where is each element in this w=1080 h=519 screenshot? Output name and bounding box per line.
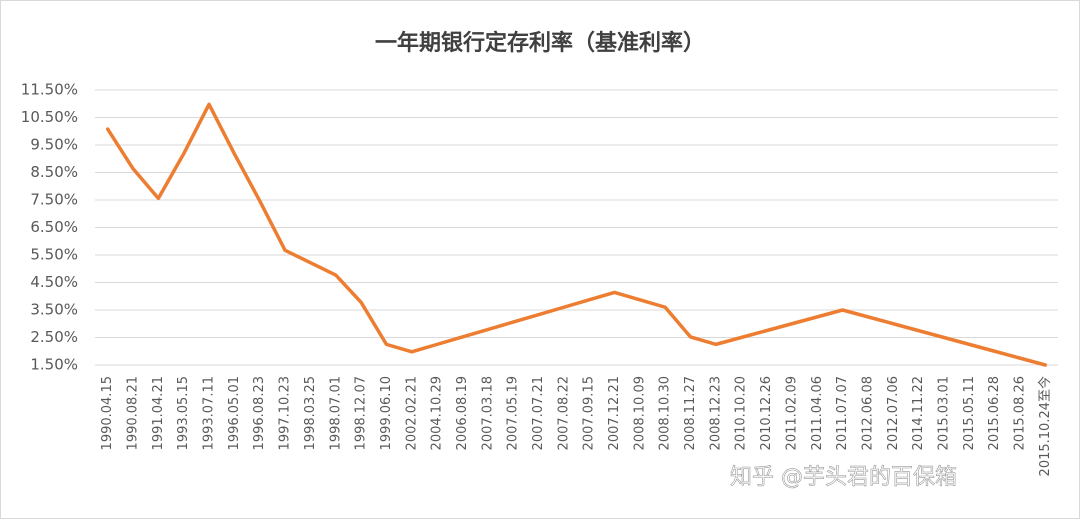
x-tick-label: 2011.02.09 [784, 376, 799, 450]
x-tick-label: 1993.07.11 [202, 376, 217, 450]
x-tick-label: 1991.04.21 [151, 376, 166, 450]
y-tick-label: 1.50% [30, 356, 78, 374]
x-tick-label: 1998.03.25 [303, 376, 318, 450]
x-tick-label: 2012.07.06 [886, 376, 901, 450]
y-tick-label: 5.50% [30, 246, 78, 264]
y-tick-label: 7.50% [30, 191, 78, 209]
x-tick-label: 1996.08.23 [252, 376, 267, 450]
x-tick-label: 1999.06.10 [379, 376, 394, 450]
y-tick-label: 11.50% [21, 81, 78, 99]
x-tick-label: 2010.12.26 [759, 376, 774, 450]
x-tick-label: 2007.08.22 [556, 376, 571, 450]
x-tick-label: 2007.09.15 [582, 376, 597, 450]
x-tick-label: 2007.05.19 [506, 376, 521, 450]
x-tick-label: 2015.08.26 [1012, 376, 1027, 450]
x-tick-label: 1993.05.15 [176, 376, 191, 450]
x-tick-label: 2006.08.19 [455, 376, 470, 450]
x-tick-label: 2007.07.21 [531, 376, 546, 450]
x-tick-label: 2015.06.28 [987, 376, 1002, 450]
x-tick-label: 1990.08.21 [126, 376, 141, 450]
x-tick-label: 1996.05.01 [227, 376, 242, 450]
watermark: 知乎 @芋头君的百保箱 [730, 465, 957, 490]
x-tick-label: 2011.04.06 [810, 376, 825, 450]
y-tick-label: 3.50% [30, 301, 78, 319]
x-tick-label: 2007.03.18 [480, 376, 495, 450]
x-tick-label: 2015.05.11 [962, 376, 977, 450]
y-tick-label: 10.50% [21, 108, 78, 126]
y-tick-label: 8.50% [30, 163, 78, 181]
x-tick-label: 2015.10.24至今 [1037, 376, 1053, 476]
x-tick-label: 2008.10.30 [658, 376, 673, 450]
x-tick-label: 2012.06.08 [860, 376, 875, 450]
x-tick-label: 1998.12.07 [354, 376, 369, 450]
x-tick-label: 1998.07.01 [328, 376, 343, 450]
x-tick-label: 2015.03.01 [936, 376, 951, 450]
y-tick-label: 9.50% [30, 136, 78, 154]
series-line [105, 102, 1048, 367]
x-tick-label: 1990.04.15 [100, 376, 115, 450]
x-tick-label: 2014.11.22 [911, 376, 926, 450]
x-tick-label: 1997.10.23 [278, 376, 293, 450]
y-tick-label: 2.50% [30, 328, 78, 346]
x-tick-label: 2011.07.07 [835, 376, 850, 450]
y-tick-label: 6.50% [30, 218, 78, 236]
x-tick-label: 2002.02.21 [404, 376, 419, 450]
x-tick-label: 2008.12.23 [708, 376, 723, 450]
x-tick-label: 2010.10.20 [734, 376, 749, 450]
x-tick-label: 2008.11.27 [683, 376, 698, 450]
chart-title: 一年期银行定存利率（基准利率） [375, 30, 705, 56]
x-tick-label: 2004.10.29 [430, 376, 445, 450]
y-tick-label: 4.50% [30, 273, 78, 291]
x-tick-label: 2007.12.21 [607, 376, 622, 450]
x-tick-label: 2008.10.09 [632, 376, 647, 450]
